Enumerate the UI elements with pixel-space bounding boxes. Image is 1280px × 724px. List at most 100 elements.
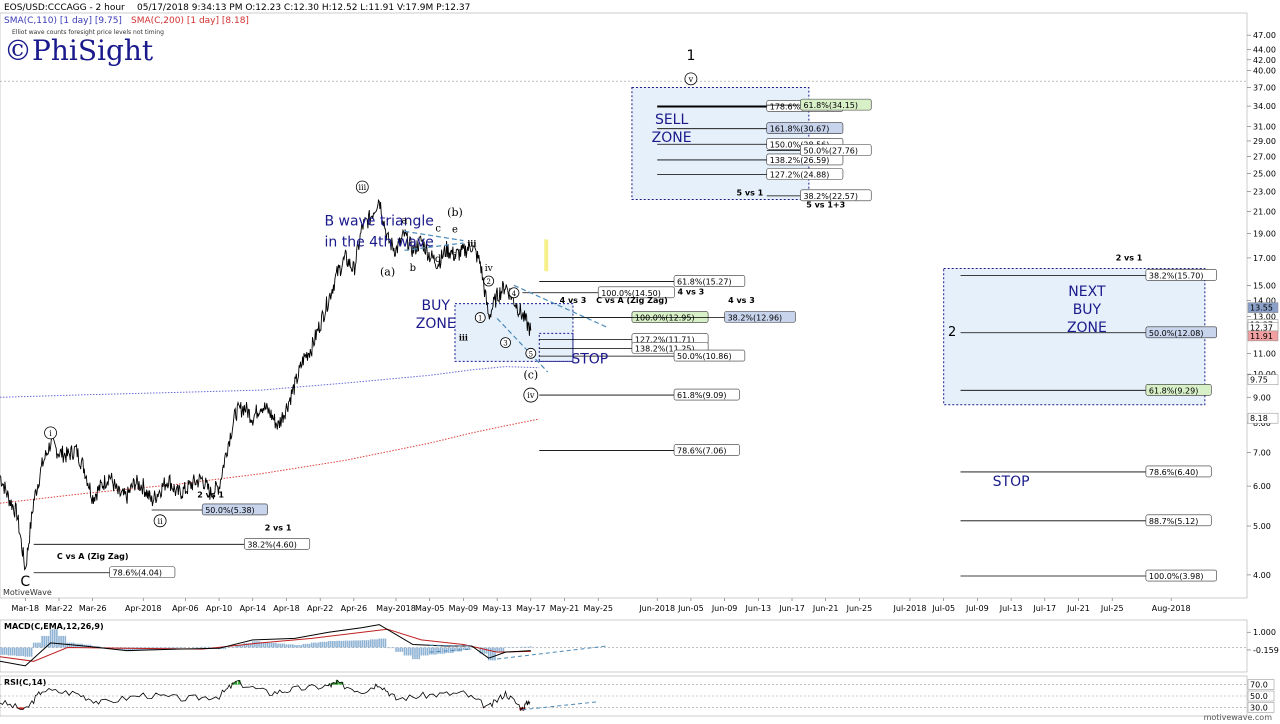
- x-tick-label: Jun-17: [778, 604, 805, 613]
- y-tick-label: 37.00: [1253, 84, 1276, 93]
- zone-label-next-buy: ZONE: [1067, 320, 1107, 336]
- wave-label: iii: [459, 333, 468, 343]
- y-tick-label: 21.00: [1253, 208, 1276, 217]
- wave-label: 2 vs 1: [1116, 254, 1143, 263]
- price-badge-label: 11.91: [1250, 332, 1273, 341]
- wave-circle: [523, 387, 539, 403]
- motivewave-credit: MotiveWave: [3, 588, 52, 597]
- y-tick-label: 31.00: [1253, 122, 1276, 131]
- x-tick-label: Jul-17: [1032, 604, 1056, 613]
- wedge-lower-line: [496, 317, 549, 373]
- fib-label: 150.0%(28.56): [770, 140, 830, 149]
- fib-badge: [800, 189, 872, 202]
- fib-badge: [673, 388, 740, 401]
- y-tick-label: 42.00: [1253, 56, 1276, 65]
- rsi-tick-label: 30.0: [1250, 703, 1268, 712]
- x-tick-label: May-05: [415, 604, 444, 613]
- wave-circle-label: iv: [527, 391, 535, 400]
- macd-line: [0, 624, 531, 667]
- fib-label: 38.2%(4.60): [247, 540, 296, 549]
- sma200-legend: SMA(C,200) [1 day] [8.18]: [131, 16, 249, 26]
- fib-badge: [1145, 514, 1212, 527]
- y-tick-label: 4.00: [1253, 571, 1271, 580]
- x-tick-label: Jun-13: [745, 604, 772, 613]
- wave-label: (a): [380, 265, 395, 278]
- fib-label: 78.6%(6.40): [1149, 468, 1198, 477]
- wave-label: 1: [686, 48, 695, 64]
- y-tick-label: 5.00: [1253, 522, 1271, 531]
- fib-badge: [673, 444, 740, 456]
- wave-label: C vs A (Zig Zag): [596, 296, 668, 305]
- y-tick-label: 14.00: [1253, 296, 1276, 305]
- price-badge-label: 8.18: [1250, 414, 1268, 423]
- wave-label: in the 4th wave: [325, 235, 434, 251]
- x-tick-label: Jul-13: [999, 604, 1023, 613]
- wave-label: 5 vs 1: [737, 189, 764, 198]
- price-badge-label: 13.55: [1250, 304, 1273, 313]
- x-tick-label: Jul-09: [965, 604, 989, 613]
- macd-tick-label: 1.000: [1253, 628, 1276, 637]
- wave-circle-label: v: [688, 75, 694, 84]
- wave-label: 2 vs 1: [197, 490, 224, 499]
- price-badge: [1247, 330, 1279, 342]
- macd-trend-upper: [429, 644, 472, 647]
- x-tick-label: Apr-10: [206, 604, 232, 613]
- fib-badge: [1145, 569, 1217, 582]
- wave-label: 4 vs 3: [678, 287, 705, 296]
- y-tick-label: 27.00: [1253, 153, 1276, 162]
- wave-circle-label: 4: [512, 290, 517, 298]
- fib-label: 38.2%(15.70): [1149, 271, 1204, 280]
- wave-circle-label: 3: [503, 340, 507, 348]
- wave-label: (b): [447, 206, 463, 219]
- x-tick-label: May-25: [583, 604, 612, 613]
- wave-label: b: [410, 263, 416, 274]
- wave-label: B wave triangle: [324, 214, 433, 230]
- fib-label: 61.8%(34.15): [803, 101, 858, 110]
- symbol-title: EOS/USD:CCCAGG - 2 hour: [4, 3, 125, 13]
- fib-label: 38.2%(12.96): [728, 313, 783, 322]
- fib-label: 50.0%(5.38): [205, 506, 254, 515]
- wave-label: 4 vs 3: [560, 296, 587, 305]
- wave-label: i: [454, 252, 457, 262]
- wave-circle: [684, 72, 698, 86]
- fib-label: 61.8%(9.09): [677, 391, 726, 400]
- wave-label: C vs A (Zig Zag): [57, 552, 129, 561]
- wave-circle: [355, 180, 369, 194]
- y-tick-label: 23.00: [1253, 188, 1276, 197]
- fib-label: 178.6%(33.94): [770, 102, 830, 111]
- fib-label: 88.7%(5.12): [1149, 517, 1198, 526]
- rsi-title: RSI(C,14): [4, 678, 46, 687]
- zone-label-buy: ZONE: [416, 316, 456, 332]
- fib-label: 78.6%(4.04): [113, 569, 162, 578]
- fib-badge: [673, 275, 746, 287]
- fib-label: 61.8%(9.29): [1149, 386, 1198, 395]
- x-tick-label: May-17: [516, 604, 545, 613]
- zone-label-buy: BUY: [422, 298, 451, 314]
- wave-circle-label: 2: [486, 278, 490, 286]
- x-tick-label: Apr-14: [240, 604, 266, 613]
- motivewave-site: motivewave.com: [1203, 713, 1272, 722]
- price-badge: [1247, 374, 1279, 385]
- wave-circle-label: ii: [158, 517, 164, 526]
- fib-badge: [766, 168, 844, 180]
- wave-circle: [500, 337, 511, 349]
- fib-label: 61.8%(15.27): [677, 277, 732, 286]
- x-tick-label: Aug-2018: [1152, 604, 1191, 613]
- zone-label-next-buy: BUY: [1073, 302, 1102, 318]
- x-tick-label: Apr-18: [273, 604, 299, 613]
- fib-badge: [1145, 384, 1212, 396]
- x-tick-label: May-21: [550, 604, 579, 613]
- sma110-legend: SMA(C,110) [1 day] [9.75]: [4, 16, 122, 26]
- macd-signal-line: [0, 628, 531, 662]
- macd-panel: [0, 619, 1248, 673]
- wave-label: iv: [485, 264, 494, 274]
- fib-label: 100.0%(14.50): [601, 289, 661, 298]
- y-tick-label: 9.00: [1253, 393, 1271, 402]
- fib-badge: [244, 537, 311, 550]
- x-tick-label: Jun-05: [677, 604, 704, 613]
- phisight-logo: ©PhiSight: [4, 34, 154, 67]
- wave-label: a: [401, 215, 407, 226]
- fib-label: 100.0%(3.98): [1149, 572, 1204, 581]
- rsi-tick-label: 70.0: [1250, 681, 1268, 690]
- y-tick-label: 29.00: [1253, 137, 1276, 146]
